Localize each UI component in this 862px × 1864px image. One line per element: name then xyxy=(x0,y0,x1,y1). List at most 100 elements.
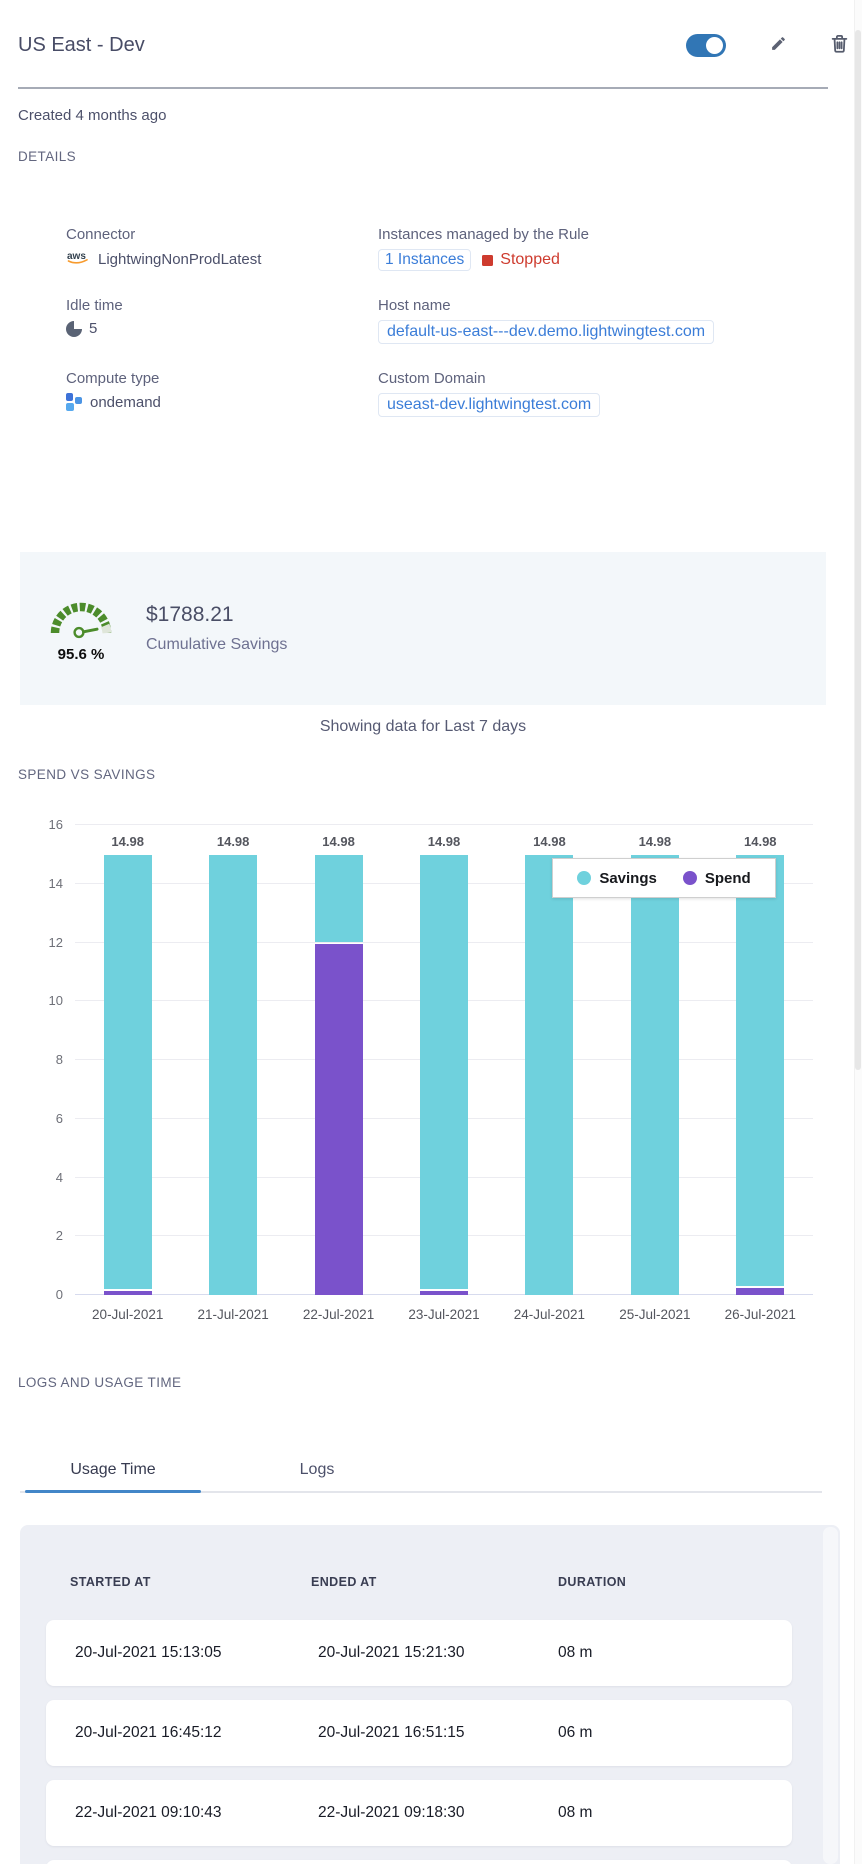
usage-row: 20-Jul-2021 16:45:12 20-Jul-2021 16:51:15… xyxy=(46,1700,792,1766)
y-axis-tick: 8 xyxy=(55,1052,63,1067)
legend-item-savings[interactable]: Savings xyxy=(577,870,657,887)
compute-type-value: ondemand xyxy=(90,393,161,411)
y-axis-tick: 4 xyxy=(55,1169,63,1185)
y-axis-tick: 0 xyxy=(55,1287,63,1302)
x-axis-label: 23-Jul-2021 xyxy=(408,1307,480,1322)
active-tab-underline xyxy=(25,1490,201,1493)
bar-total-label: 14.98 xyxy=(427,833,461,849)
svg-text:aws: aws xyxy=(67,251,86,262)
x-axis-label: 26-Jul-2021 xyxy=(724,1307,796,1322)
started-at-cell: 20-Jul-2021 16:45:12 xyxy=(75,1724,222,1741)
legend-dot xyxy=(682,871,697,885)
gridline xyxy=(75,824,813,825)
idle-time-value: 5 xyxy=(89,320,98,337)
bar-total-label: 14.98 xyxy=(111,833,144,849)
details-heading: DETAILS xyxy=(18,149,77,164)
instances-cell: Instances managed by the Rule 1 Instance… xyxy=(378,226,828,271)
bar-savings-segment[interactable] xyxy=(525,854,574,1295)
ended-at-cell: 20-Jul-2021 15:21:30 xyxy=(318,1644,465,1661)
page-scrollbar-thumb[interactable] xyxy=(855,30,861,1070)
x-axis-label: 20-Jul-2021 xyxy=(92,1307,164,1322)
tab-logs[interactable]: Logs xyxy=(206,1448,428,1491)
bar-savings-segment[interactable] xyxy=(314,854,363,942)
y-axis-tick: 16 xyxy=(48,817,63,832)
compute-type-cell: Compute type ondemand xyxy=(66,370,378,417)
gauge-icon xyxy=(48,602,114,643)
rule-header: US East - Dev xyxy=(18,28,848,62)
bar-total-label: 14.98 xyxy=(744,833,777,849)
table-scrollbar[interactable] xyxy=(823,1527,838,1864)
bar-spend-segment[interactable] xyxy=(736,1287,785,1295)
bar-spend-segment[interactable] xyxy=(314,943,363,1295)
spend-vs-savings-chart: 0 2 4 6 8 10 12 14 16 14.98 20-Jul-2021 14.98 21-Jul… xyxy=(18,810,828,1340)
compute-type-label: Compute type xyxy=(66,370,160,387)
rule-enabled-toggle[interactable] xyxy=(686,33,726,57)
col-ended-at: ENDED AT xyxy=(311,1575,377,1589)
bar-total-label: 14.98 xyxy=(322,833,355,849)
y-axis-tick: 12 xyxy=(48,934,63,950)
logs-heading: LOGS AND USAGE TIME xyxy=(18,1375,182,1390)
custom-domain-cell: Custom Domain useast-dev.lightwingtest.c… xyxy=(378,370,828,417)
cumulative-savings-banner: 95.6 % $1788.21 Cumulative Savings xyxy=(20,552,826,705)
blocks-icon xyxy=(66,393,83,411)
ended-at-cell: 22-Jul-2021 09:18:30 xyxy=(318,1804,465,1821)
duration-cell: 08 m xyxy=(558,1644,593,1661)
tab-logs-label: Logs xyxy=(299,1460,335,1478)
created-text: Created 4 months ago xyxy=(18,107,167,124)
connector-value: LightwingNonProdLatest xyxy=(98,250,262,268)
aws-logo-icon: aws xyxy=(66,249,91,269)
pencil-icon xyxy=(770,35,787,55)
y-axis-tick: 2 xyxy=(55,1228,63,1244)
toggle-knob xyxy=(706,36,723,54)
instances-status: Stopped xyxy=(500,251,560,268)
started-at-cell: 20-Jul-2021 15:13:05 xyxy=(75,1644,222,1661)
savings-caption: Cumulative Savings xyxy=(146,636,288,653)
tab-usage-time[interactable]: Usage Time xyxy=(20,1448,206,1493)
instances-link[interactable]: 1 Instances xyxy=(378,249,472,271)
instances-label: Instances managed by the Rule xyxy=(378,226,589,243)
connector-cell: Connector aws LightwingNonProdLatest xyxy=(66,226,378,271)
bar-savings-segment[interactable] xyxy=(209,854,258,1295)
custom-domain-label: Custom Domain xyxy=(378,370,486,387)
header-divider xyxy=(18,87,828,89)
usage-row: 20-Jul-2021 15:13:05 20-Jul-2021 15:21:30… xyxy=(46,1620,792,1686)
bar-savings-segment[interactable] xyxy=(630,854,679,1295)
chart-heading: SPEND VS SAVINGS xyxy=(18,767,156,782)
x-axis-label: 21-Jul-2021 xyxy=(197,1307,269,1322)
bar-spend-segment[interactable] xyxy=(103,1290,152,1295)
legend-label: Spend xyxy=(704,869,751,887)
bar-savings-segment[interactable] xyxy=(736,854,785,1286)
bar-savings-segment[interactable] xyxy=(103,854,152,1289)
duration-cell: 08 m xyxy=(558,1804,593,1821)
savings-percent: 95.6 % xyxy=(57,645,105,663)
bar-savings-segment[interactable] xyxy=(420,854,468,1289)
details-grid: Connector aws LightwingNonProdLatest Ins… xyxy=(66,226,828,417)
host-name-link[interactable]: default-us-east---dev.demo.lightwingtest… xyxy=(378,320,715,344)
bar-total-label: 14.98 xyxy=(638,833,672,849)
col-started-at: STARTED AT xyxy=(70,1575,151,1589)
y-axis-tick: 14 xyxy=(48,875,63,891)
chart-plot: 0 2 4 6 8 10 12 14 16 14.98 20-Jul-2021 14.98 21-Jul… xyxy=(49,817,813,1322)
date-range-text: Showing data for Last 7 days xyxy=(319,718,527,735)
edit-button[interactable] xyxy=(770,35,787,55)
chart-legend: Savings Spend xyxy=(552,858,776,898)
custom-domain-link[interactable]: useast-dev.lightwingtest.com xyxy=(378,393,601,417)
clock-icon xyxy=(66,320,82,337)
page-scrollbar[interactable] xyxy=(854,0,862,1864)
stopped-status-icon xyxy=(482,254,494,266)
host-name-label: Host name xyxy=(378,297,451,314)
idle-time-cell: Idle time 5 xyxy=(66,297,378,344)
legend-item-spend[interactable]: Spend xyxy=(682,869,751,887)
bar-spend-segment[interactable] xyxy=(420,1290,468,1295)
connector-label: Connector xyxy=(66,226,136,243)
trash-icon xyxy=(831,34,848,56)
savings-amount: $1788.21 xyxy=(146,603,234,626)
col-duration: DURATION xyxy=(558,1575,627,1589)
x-axis-label: 24-Jul-2021 xyxy=(513,1307,586,1322)
host-name-cell: Host name default-us-east---dev.demo.lig… xyxy=(378,297,828,344)
bar-total-label: 14.98 xyxy=(216,833,250,849)
x-axis-label: 22-Jul-2021 xyxy=(302,1307,375,1322)
usage-row xyxy=(46,1860,792,1864)
delete-button[interactable] xyxy=(831,34,848,56)
usage-time-table: STARTED AT ENDED AT DURATION 20-Jul-2021… xyxy=(20,1525,840,1864)
